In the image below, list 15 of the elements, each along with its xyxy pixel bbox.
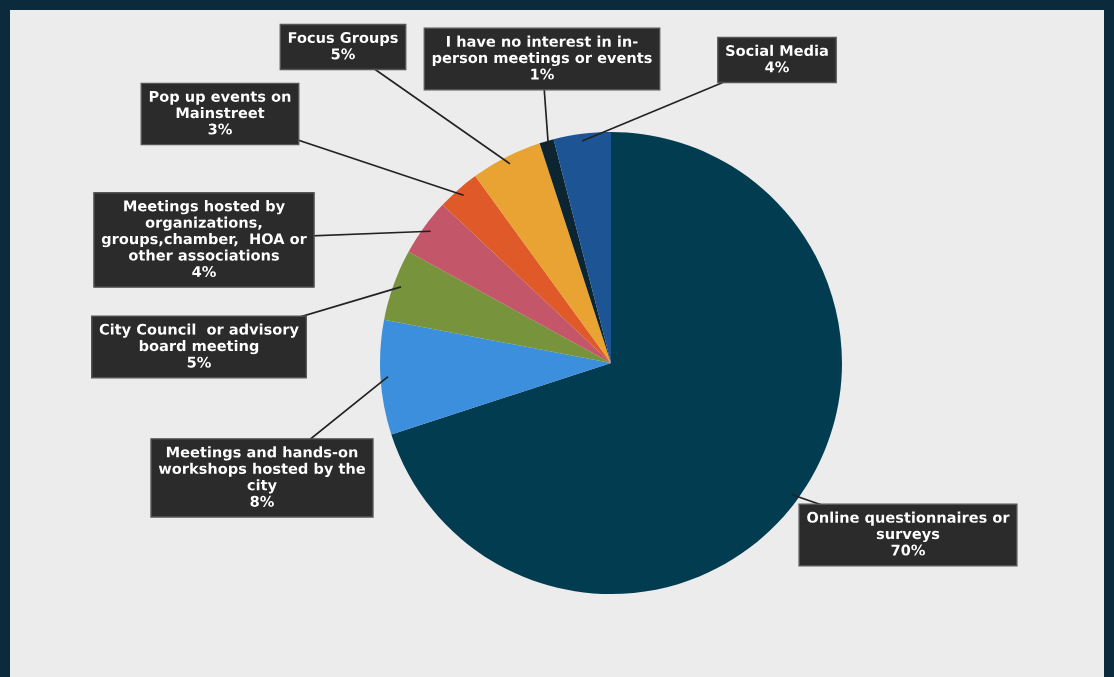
- data-label: 4%: [192, 266, 216, 278]
- data-label: 70%: [891, 544, 925, 556]
- data-label: 5%: [187, 356, 211, 368]
- data-label: 1%: [531, 68, 554, 80]
- slice-label: Meetings and hands-on workshops hosted by the city: [158, 446, 365, 494]
- data-label: 3%: [208, 123, 232, 135]
- data-label: 5%: [331, 48, 355, 60]
- slice-label: City Council or advisory board meeting: [99, 323, 299, 355]
- data-label: 4%: [765, 61, 789, 73]
- data-label: 8%: [250, 495, 274, 507]
- slice-label: I have no interest in in- person meetings or events: [432, 35, 652, 67]
- slice-label: Meetings hosted by organizations, groups,chamber, HOA or other associations: [101, 200, 307, 261]
- slice-label: Social Media: [726, 44, 828, 57]
- slice-label: Pop up events on Mainstreet: [149, 91, 291, 119]
- slice-label: Focus Groups: [288, 32, 398, 46]
